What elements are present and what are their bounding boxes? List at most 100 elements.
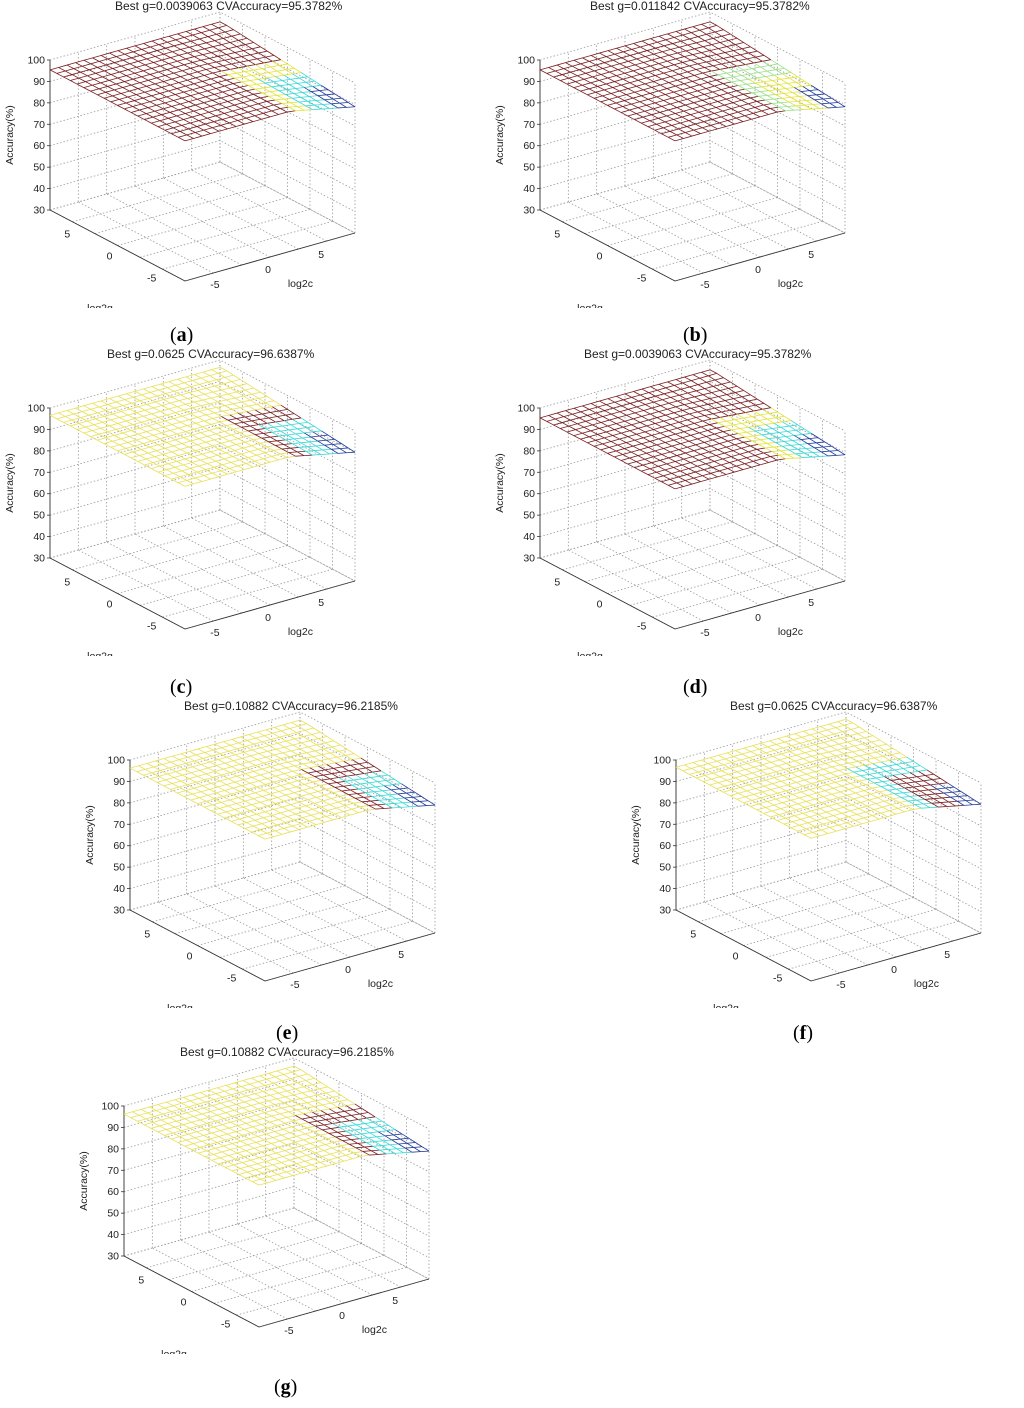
mesh-line [231,432,240,436]
mesh-line [260,391,268,397]
mesh-line [308,744,317,748]
mesh-line [709,21,717,26]
mesh-line [158,387,168,391]
mesh-line [177,792,185,797]
mesh-line [130,455,140,459]
mesh-line [127,442,135,447]
mesh-line [231,821,239,826]
mesh-line [583,426,591,432]
mesh-line [243,421,251,427]
mesh-line [105,64,113,69]
mesh-line [840,762,850,766]
mesh-line [711,44,719,49]
mesh-line [889,758,899,761]
mesh-line [219,50,227,55]
x-tick-label: 5 [318,597,324,609]
mesh-line [748,77,758,80]
mesh-line [332,97,342,100]
mesh-line [760,66,768,72]
mesh-line [655,47,663,53]
mesh-line [112,413,120,418]
mesh-line [668,54,676,60]
mesh-line [733,50,741,56]
mesh-line [254,112,264,117]
mesh-line [197,387,207,391]
mesh-line [75,407,83,412]
mesh-line [201,377,209,383]
mesh-line [760,413,770,416]
mesh-line [738,408,746,413]
mesh-line [171,130,181,135]
mesh-line [702,127,710,132]
mesh-line [204,393,212,399]
mesh-line [251,804,259,809]
mesh-line [233,403,241,409]
mesh-line [756,424,766,427]
mesh-line [341,789,351,792]
mesh-line [254,460,262,466]
mesh-line [233,757,243,762]
mesh-line [775,796,785,800]
mesh-line [372,770,382,773]
mesh-line [590,80,600,84]
mesh-line [192,434,200,440]
mesh-line [305,105,313,110]
mesh-line [680,443,688,448]
mesh-line [250,52,259,56]
x-tick-label: 0 [755,612,761,624]
mesh-line [649,465,659,470]
mesh-line [580,63,588,68]
mesh-line [281,730,289,736]
mesh-line [688,92,696,98]
mesh-line [117,77,125,82]
mesh-line [249,103,259,107]
mesh-line [183,116,193,120]
mesh-line [287,63,295,69]
mesh-line [771,451,779,456]
mesh-line [914,803,924,805]
mesh-line [217,784,227,788]
mesh-line [206,385,215,389]
mesh-line [680,413,690,417]
mesh-line [821,102,830,105]
mesh-line [631,73,641,78]
mesh-line [660,430,669,434]
mesh-line [71,71,81,75]
mesh-line [380,794,390,797]
mesh-line [663,420,671,426]
x-axis-line [810,932,982,982]
mesh-line [725,471,735,475]
mesh-line [166,121,176,125]
mesh-line [862,768,872,771]
mesh-line [246,463,254,468]
mesh-line [668,109,676,114]
mesh-line [143,774,151,780]
mesh-line [768,459,778,463]
mesh-line [697,117,705,123]
mesh-line [681,464,689,469]
mesh-line [177,406,185,411]
mesh-line [775,69,783,75]
mesh-line [304,729,312,735]
mesh-line [746,82,756,85]
x-tick-label: 5 [808,597,814,609]
mesh-line [854,743,863,747]
mesh-line [629,455,639,459]
mesh-line [219,101,228,105]
mesh-line [751,116,761,120]
mesh-line [695,69,703,74]
mesh-line [156,781,164,787]
mesh-line [163,106,172,110]
mesh-line [780,102,788,107]
mesh-line [201,32,209,37]
mesh-line [232,110,240,115]
mesh-line [777,411,785,417]
mesh-line [161,457,171,461]
mesh-line [383,807,393,809]
mesh-line [646,452,654,458]
mesh-line [207,767,215,772]
mesh-line [312,779,322,783]
mesh-line [211,753,221,757]
mesh-line [124,51,134,55]
mesh-line [358,787,368,790]
